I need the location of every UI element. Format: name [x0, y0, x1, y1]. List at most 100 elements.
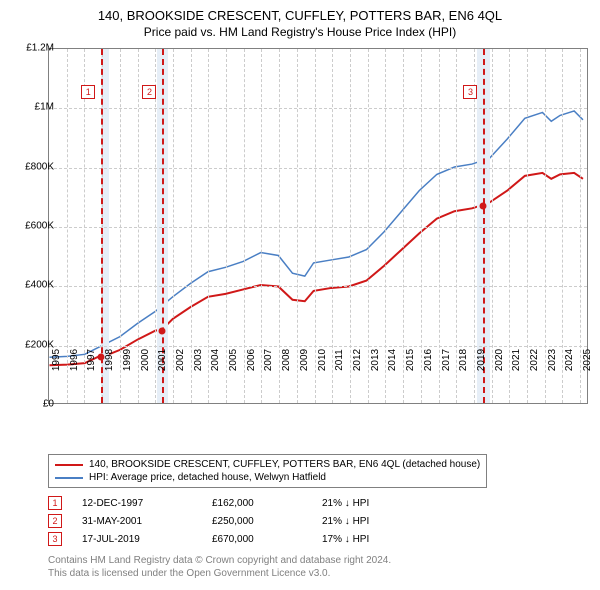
y-axis-label: £200K	[25, 339, 54, 350]
grid-line-v	[138, 49, 139, 403]
transactions-table: 1 12-DEC-1997£162,00021% ↓ HPI 2 31-MAY-200…	[48, 494, 422, 548]
grid-line-h	[49, 108, 587, 109]
x-axis-label: 1997	[86, 349, 97, 371]
grid-line-v	[368, 49, 369, 403]
grid-line-v	[120, 49, 121, 403]
title-block: 140, BROOKSIDE CRESCENT, CUFFLEY, POTTER…	[0, 0, 600, 39]
transaction-marker: 1	[48, 496, 62, 510]
x-axis-label: 2009	[299, 349, 310, 371]
x-axis-label: 1999	[122, 349, 133, 371]
x-axis-label: 2024	[564, 349, 575, 371]
x-axis-label: 2018	[458, 349, 469, 371]
y-axis-label: £1M	[35, 102, 54, 113]
series-line-hpi	[50, 111, 583, 357]
data-point	[480, 203, 487, 210]
grid-line-v	[439, 49, 440, 403]
x-axis-label: 2020	[494, 349, 505, 371]
marker-box: 1	[81, 85, 95, 99]
transaction-diff: 21% ↓ HPI	[322, 498, 422, 509]
transaction-price: £162,000	[212, 498, 322, 509]
data-point	[159, 327, 166, 334]
x-axis-label: 2016	[423, 349, 434, 371]
grid-line-v	[279, 49, 280, 403]
x-axis-label: 2023	[547, 349, 558, 371]
series-line-price_paid	[50, 173, 583, 365]
grid-line-v	[492, 49, 493, 403]
transaction-diff: 21% ↓ HPI	[322, 516, 422, 527]
copyright-line1: Contains HM Land Registry data © Crown c…	[48, 554, 391, 567]
transaction-price: £670,000	[212, 534, 322, 545]
grid-line-v	[244, 49, 245, 403]
grid-line-h	[49, 286, 587, 287]
x-axis-label: 1996	[69, 349, 80, 371]
x-axis-label: 2001	[157, 349, 168, 371]
x-axis-label: 2000	[140, 349, 151, 371]
x-axis-label: 2003	[193, 349, 204, 371]
transaction-price: £250,000	[212, 516, 322, 527]
x-axis-label: 2025	[582, 349, 593, 371]
x-axis-label: 2021	[511, 349, 522, 371]
marker-box: 2	[142, 85, 156, 99]
marker-line	[101, 49, 103, 403]
x-axis-label: 2004	[210, 349, 221, 371]
grid-line-v	[350, 49, 351, 403]
grid-line-v	[527, 49, 528, 403]
x-axis-label: 2014	[387, 349, 398, 371]
x-axis-label: 2010	[317, 349, 328, 371]
copyright-line2: This data is licensed under the Open Gov…	[48, 567, 391, 580]
x-axis-label: 1995	[51, 349, 62, 371]
transaction-marker: 3	[48, 532, 62, 546]
transaction-row: 1 12-DEC-1997£162,00021% ↓ HPI	[48, 494, 422, 512]
x-axis-label: 2019	[476, 349, 487, 371]
x-axis-label: 2012	[352, 349, 363, 371]
grid-line-h	[49, 168, 587, 169]
transaction-row: 3 17-JUL-2019£670,00017% ↓ HPI	[48, 530, 422, 548]
x-axis-label: 2013	[370, 349, 381, 371]
grid-line-v	[580, 49, 581, 403]
grid-line-v	[315, 49, 316, 403]
grid-line-v	[403, 49, 404, 403]
transaction-diff: 17% ↓ HPI	[322, 534, 422, 545]
x-axis-label: 2022	[529, 349, 540, 371]
grid-line-v	[297, 49, 298, 403]
x-axis-label: 2015	[405, 349, 416, 371]
y-axis-label: £400K	[25, 280, 54, 291]
chart-subtitle: Price paid vs. HM Land Registry's House …	[0, 25, 600, 39]
grid-line-v	[191, 49, 192, 403]
chart-title: 140, BROOKSIDE CRESCENT, CUFFLEY, POTTER…	[0, 8, 600, 23]
legend-swatch	[55, 464, 83, 466]
y-axis-label: £1.2M	[26, 43, 54, 54]
transaction-date: 17-JUL-2019	[82, 534, 212, 545]
legend-swatch	[55, 477, 83, 479]
grid-line-v	[421, 49, 422, 403]
y-axis-label: £600K	[25, 221, 54, 232]
legend-box: 140, BROOKSIDE CRESCENT, CUFFLEY, POTTER…	[48, 454, 487, 488]
transaction-marker: 2	[48, 514, 62, 528]
x-axis-label: 2011	[334, 349, 345, 371]
transaction-date: 31-MAY-2001	[82, 516, 212, 527]
grid-line-h	[49, 346, 587, 347]
x-axis-label: 2006	[246, 349, 257, 371]
marker-box: 3	[463, 85, 477, 99]
x-axis-label: 2008	[281, 349, 292, 371]
x-axis-label: 2005	[228, 349, 239, 371]
grid-line-v	[474, 49, 475, 403]
legend-label: HPI: Average price, detached house, Welw…	[89, 472, 326, 483]
legend-item: 140, BROOKSIDE CRESCENT, CUFFLEY, POTTER…	[55, 458, 480, 471]
grid-line-h	[49, 227, 587, 228]
x-axis-label: 2002	[175, 349, 186, 371]
x-axis-label: 1998	[104, 349, 115, 371]
y-axis-label: £0	[43, 399, 54, 410]
y-axis-label: £800K	[25, 161, 54, 172]
x-axis-label: 2007	[263, 349, 274, 371]
chart-container: 140, BROOKSIDE CRESCENT, CUFFLEY, POTTER…	[0, 0, 600, 590]
legend-item: HPI: Average price, detached house, Welw…	[55, 471, 480, 484]
transaction-date: 12-DEC-1997	[82, 498, 212, 509]
copyright-text: Contains HM Land Registry data © Crown c…	[48, 554, 391, 580]
grid-line-v	[226, 49, 227, 403]
grid-line-v	[173, 49, 174, 403]
grid-line-v	[545, 49, 546, 403]
legend-label: 140, BROOKSIDE CRESCENT, CUFFLEY, POTTER…	[89, 459, 480, 470]
x-axis-label: 2017	[441, 349, 452, 371]
grid-line-v	[67, 49, 68, 403]
